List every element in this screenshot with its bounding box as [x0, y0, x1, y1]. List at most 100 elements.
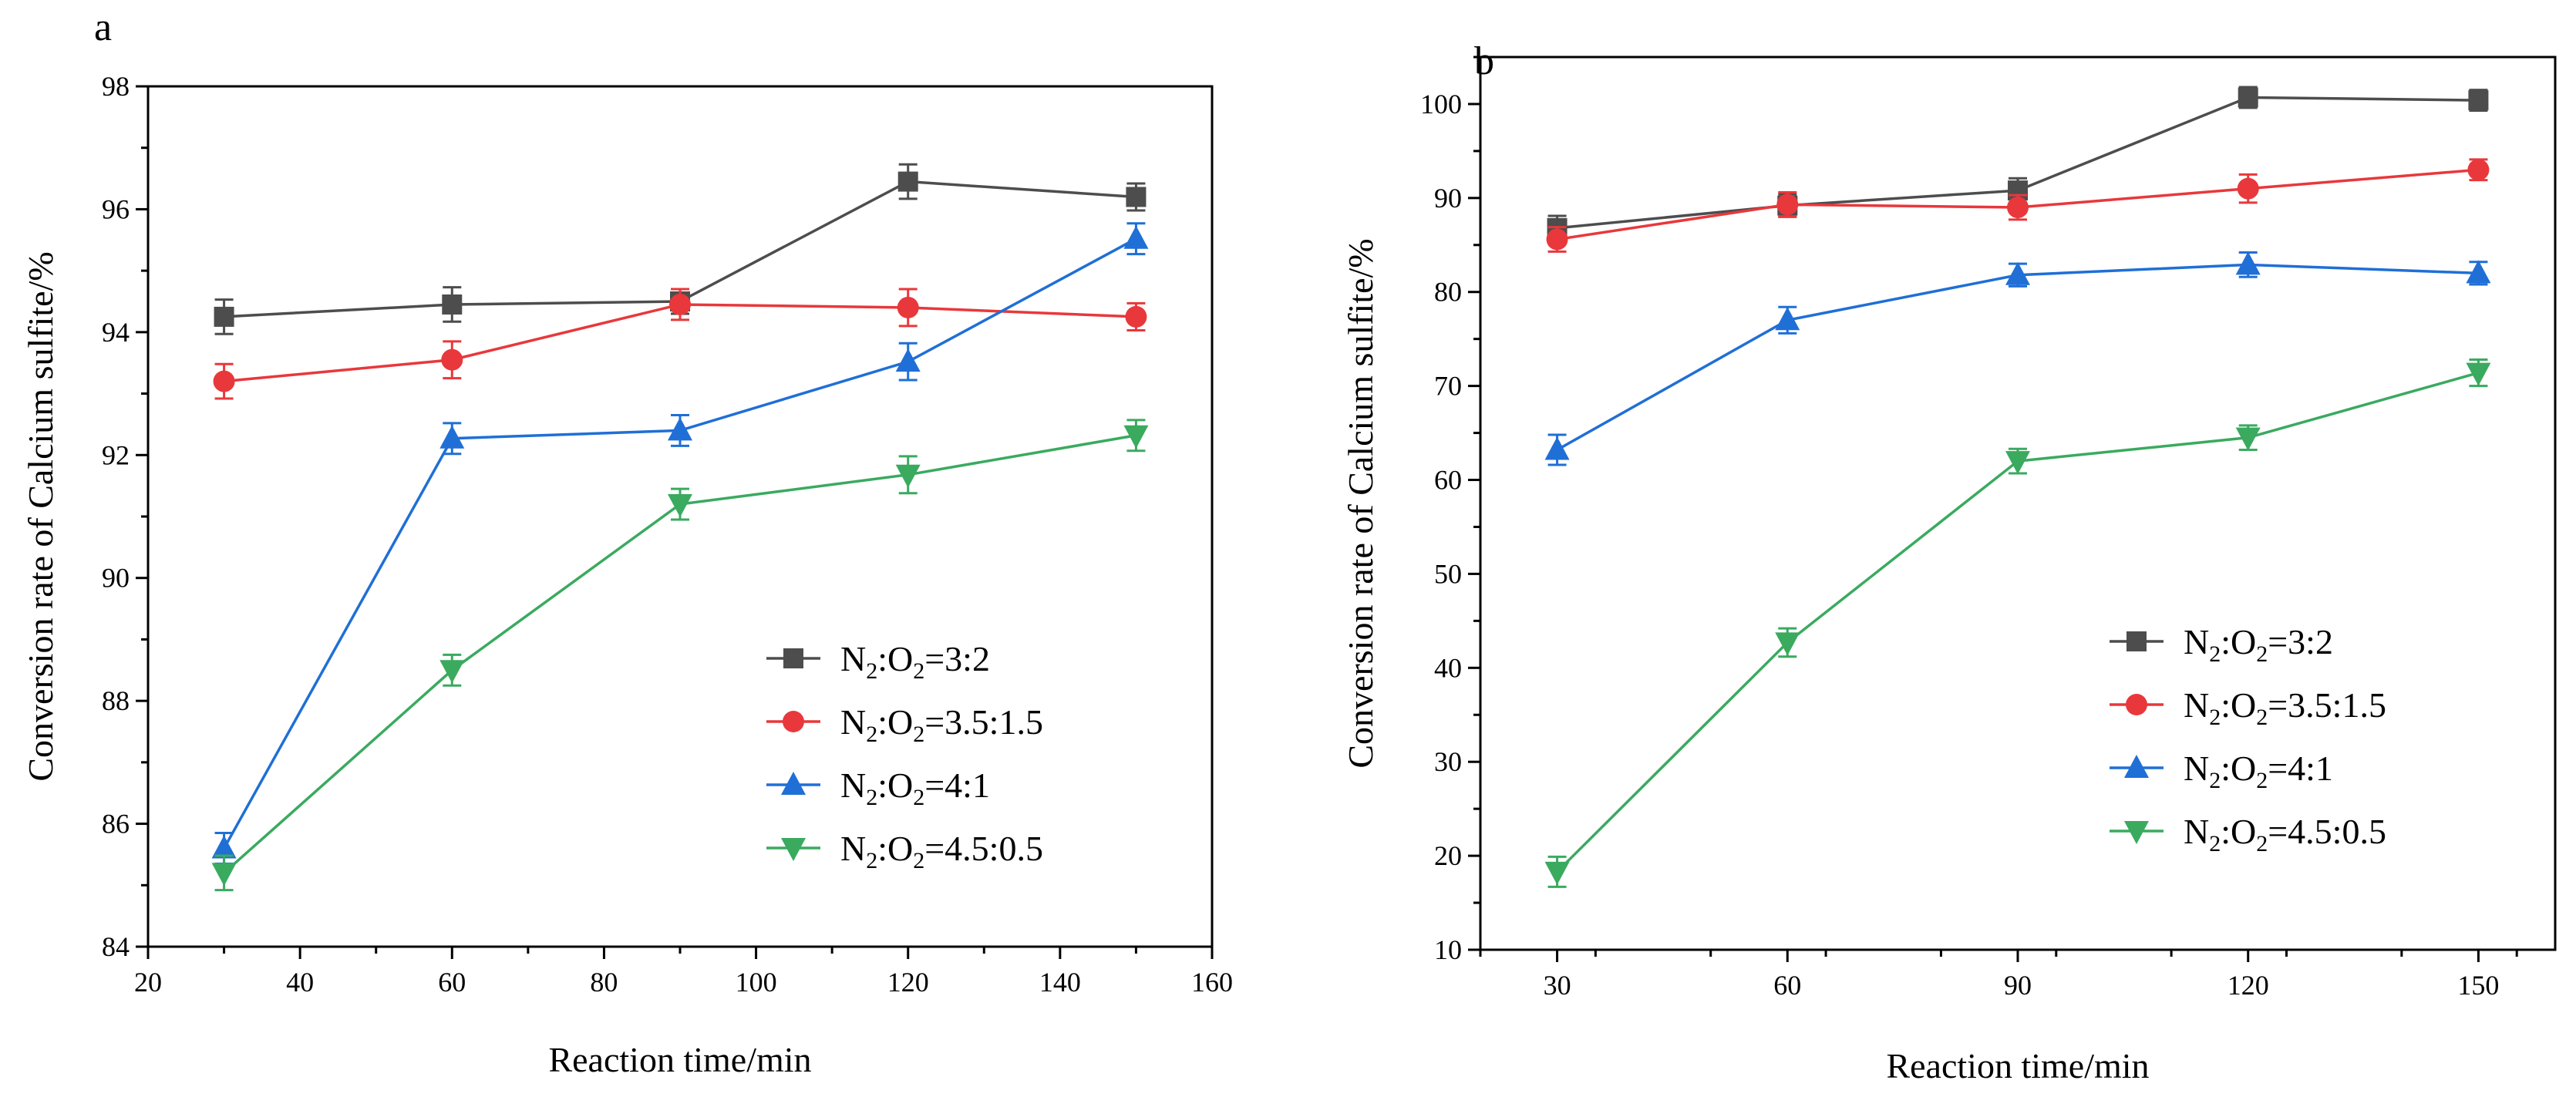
data-point	[2466, 362, 2491, 386]
data-point	[1123, 225, 1149, 249]
data-point	[895, 348, 921, 372]
legend-marker	[783, 648, 803, 668]
legend-subscript: 2	[913, 848, 924, 873]
data-point	[2466, 260, 2491, 284]
legend-subscript: 2	[913, 658, 924, 684]
legend-text-part: :O	[877, 829, 913, 868]
x-tick-label: 40	[286, 967, 314, 998]
data-point	[2468, 90, 2489, 111]
y-tick-label: 96	[102, 193, 130, 224]
data-point	[439, 660, 465, 684]
legend-entry-3: N2:O2=4.5:0.5	[766, 829, 1043, 873]
y-tick-label: 30	[1434, 746, 1462, 777]
y-tick-label: 90	[1434, 183, 1462, 214]
legend-label: N2:O2=4.5:0.5	[2184, 812, 2386, 856]
legend-marker	[2126, 631, 2147, 651]
legend-subscript: 2	[2256, 831, 2268, 856]
data-point	[2007, 197, 2029, 219]
data-point	[897, 171, 918, 192]
data-point	[2467, 159, 2490, 181]
legend-label: N2:O2=3:2	[840, 639, 990, 684]
legend-text-part: =4.5:0.5	[2268, 812, 2386, 851]
data-point	[214, 306, 234, 327]
legend-entry-2: N2:O2=4:1	[2110, 749, 2333, 793]
series-line	[223, 237, 1137, 850]
legend-subscript: 2	[2209, 705, 2221, 730]
x-tick-label: 100	[736, 967, 777, 998]
legend-text-part: =3.5:1.5	[924, 702, 1043, 742]
legend-text-part: =3.5:1.5	[2268, 685, 2386, 725]
data-point	[2237, 177, 2259, 200]
data-point	[2235, 251, 2261, 275]
legend-text-part: =3:2	[924, 639, 990, 678]
legend-text-part: =4.5:0.5	[924, 829, 1043, 868]
data-point	[439, 425, 465, 449]
x-tick-label: 120	[2227, 970, 2269, 1001]
legend-entry-2: N2:O2=4:1	[766, 766, 990, 810]
legend-marker	[2124, 755, 2149, 778]
y-tick-label: 92	[102, 439, 130, 470]
data-point	[211, 835, 237, 859]
y-tick-label: 90	[102, 563, 130, 594]
y-tick-label: 94	[102, 317, 130, 348]
data-point	[2235, 427, 2261, 451]
legend-marker	[781, 838, 806, 861]
legend-text-part: N	[2184, 749, 2209, 788]
legend-text-part: :O	[877, 766, 913, 805]
legend-label: N2:O2=4:1	[2184, 749, 2333, 793]
y-tick-label: 100	[1420, 89, 1462, 119]
data-point	[1775, 632, 1800, 656]
x-tick-label: 60	[438, 967, 466, 998]
legend-text-part: N	[840, 829, 866, 868]
data-point	[211, 863, 237, 887]
x-tick-label: 120	[887, 967, 929, 998]
legend-subscript: 2	[2209, 641, 2221, 667]
legend-text-part: N	[2184, 685, 2209, 725]
x-tick-label: 60	[1773, 970, 1801, 1001]
legend-subscript: 2	[866, 848, 877, 873]
legend-text-part: :O	[877, 639, 913, 678]
x-tick-label: 160	[1191, 967, 1233, 998]
legend-label: N2:O2=4:1	[840, 766, 990, 810]
x-axis-label: Reaction time/min	[548, 1040, 811, 1079]
legend-entry-0: N2:O2=3:2	[766, 639, 990, 684]
legend-subscript: 2	[866, 722, 877, 747]
legend-text-part: N	[2184, 622, 2209, 661]
legend-subscript: 2	[913, 722, 924, 747]
legend-entry-1: N2:O2=3.5:1.5	[766, 702, 1043, 747]
legend-text-part: N	[840, 639, 866, 678]
legend-text-part: =4:1	[924, 766, 990, 805]
legend-subscript: 2	[2256, 768, 2268, 793]
x-tick-label: 20	[134, 967, 162, 998]
data-point	[1125, 305, 1147, 328]
y-tick-label: 80	[1434, 277, 1462, 308]
legend-label: N2:O2=3.5:1.5	[2184, 685, 2386, 730]
data-point	[441, 348, 463, 371]
legend-text-part: :O	[2221, 749, 2256, 788]
data-point	[1775, 307, 1800, 331]
legend-marker	[2126, 694, 2147, 715]
y-tick-label: 60	[1434, 465, 1462, 496]
y-tick-label: 20	[1434, 840, 1462, 871]
data-point	[895, 464, 921, 488]
y-axis-label: Conversion rate of Calcium sulfite/%	[21, 251, 60, 781]
data-point	[1126, 187, 1147, 207]
legend-entry-3: N2:O2=4.5:0.5	[2110, 812, 2386, 856]
y-tick-label: 88	[102, 685, 130, 716]
data-point	[668, 494, 692, 518]
legend-text-part: N	[840, 702, 866, 742]
legend-entry-1: N2:O2=3.5:1.5	[2110, 685, 2386, 730]
data-point	[1123, 425, 1149, 449]
legend-subscript: 2	[866, 785, 877, 810]
data-point	[668, 417, 692, 441]
data-point	[669, 293, 691, 315]
data-point	[1546, 228, 1568, 251]
panel-label: b	[1474, 39, 1494, 83]
legend-text-part: :O	[2221, 812, 2256, 851]
data-point	[897, 296, 919, 318]
x-tick-label: 140	[1039, 967, 1081, 998]
chart-panel-b: b 10 20 30 40 50 60 70 80 90 100 30 60 90 120 150 Reacti…	[1341, 39, 2557, 1085]
y-tick-label: 84	[102, 931, 130, 962]
legend-marker	[783, 711, 804, 732]
legend-text-part: :O	[2221, 622, 2256, 661]
